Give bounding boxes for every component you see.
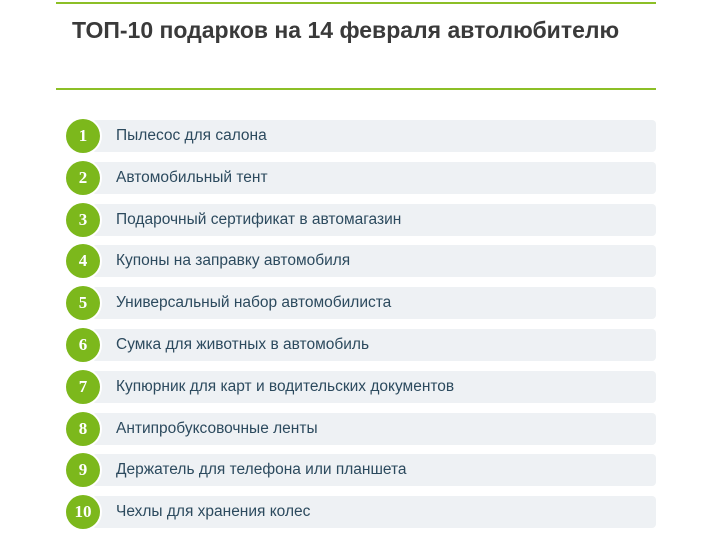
number-badge: 8 — [66, 411, 100, 446]
list-item-label: Купоны на заправку автомобиля — [116, 252, 351, 270]
number-badge: 5 — [66, 286, 100, 321]
list-item-label: Универсальный набор автомобилиста — [116, 294, 392, 312]
list-item-bar — [92, 412, 656, 445]
list-item: Купюрник для карт и водительских докумен… — [66, 369, 656, 404]
list-item-bar — [92, 161, 656, 194]
title-divider — [56, 88, 656, 90]
list-item-label: Купюрник для карт и водительских докумен… — [116, 377, 455, 395]
list-item: Подарочный сертификат в автомагазин 3 — [66, 202, 656, 237]
number-badge: 4 — [66, 244, 100, 279]
list-item: Держатель для телефона или планшета 9 — [66, 453, 656, 488]
number-badge: 1 — [66, 119, 100, 153]
list-item-bar — [92, 245, 656, 278]
page-title: ТОП-10 подарков на 14 февраля автолюбите… — [72, 17, 620, 43]
number-badge: 6 — [66, 327, 100, 362]
list-item: Чехлы для хранения колес 10 — [66, 495, 656, 530]
list-item-label: Подарочный сертификат в автомагазин — [116, 210, 402, 228]
list-item-bar — [92, 120, 656, 152]
list-item-label: Сумка для животных в автомобиль — [116, 335, 370, 353]
gift-list: Пылесос для салона 1 Автомобильный тент … — [66, 119, 656, 538]
list-item-bar — [92, 454, 656, 487]
list-item-label: Пылесос для салона — [116, 127, 267, 144]
list-item-bar — [92, 287, 656, 320]
list-item-label: Чехлы для хранения колес — [116, 503, 311, 521]
number-badge: 3 — [66, 202, 100, 237]
list-item-label: Антипробуксовочные ленты — [116, 419, 318, 437]
gift-list-card: ТОП-10 подарков на 14 февраля автолюбите… — [56, 0, 656, 542]
list-item: Антипробуксовочные ленты 8 — [66, 411, 656, 446]
number-badge: 7 — [66, 369, 100, 404]
number-badge: 10 — [66, 495, 100, 530]
list-item-bar — [92, 328, 656, 361]
list-item-bar — [92, 370, 656, 403]
list-item: Сумка для животных в автомобиль 6 — [66, 327, 656, 362]
list-item-bar — [92, 203, 656, 236]
list-item-bar — [92, 496, 656, 529]
list-item: Купоны на заправку автомобиля 4 — [66, 244, 656, 279]
list-item: Пылесос для салона 1 — [66, 119, 656, 153]
top-divider — [56, 2, 656, 4]
number-badge: 2 — [66, 160, 100, 195]
list-item: Универсальный набор автомобилиста 5 — [66, 286, 656, 321]
list-item-label: Автомобильный тент — [116, 168, 268, 186]
list-item: Автомобильный тент 2 — [66, 160, 656, 195]
number-badge: 9 — [66, 453, 100, 488]
list-item-label: Держатель для телефона или планшета — [116, 461, 407, 479]
